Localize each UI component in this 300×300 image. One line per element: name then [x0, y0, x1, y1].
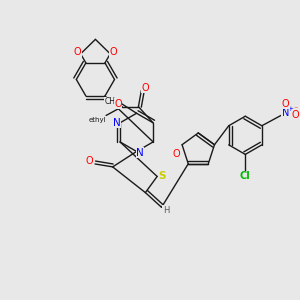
Text: O: O	[110, 47, 117, 57]
Text: O: O	[142, 82, 150, 93]
Text: O: O	[292, 110, 299, 121]
Text: O: O	[114, 99, 122, 109]
Text: N: N	[282, 107, 289, 118]
Text: O: O	[86, 156, 94, 166]
Text: ethyl: ethyl	[88, 117, 106, 123]
Text: N: N	[112, 118, 120, 128]
Text: S: S	[159, 171, 166, 181]
Text: Cl: Cl	[240, 171, 251, 182]
Text: CH₃: CH₃	[104, 97, 118, 106]
Text: O: O	[74, 47, 82, 57]
Text: O: O	[281, 99, 289, 109]
Text: +: +	[288, 106, 294, 112]
Text: N: N	[136, 148, 144, 158]
Text: H: H	[163, 206, 169, 215]
Text: ⁻: ⁻	[293, 104, 298, 113]
Text: O: O	[172, 149, 180, 159]
